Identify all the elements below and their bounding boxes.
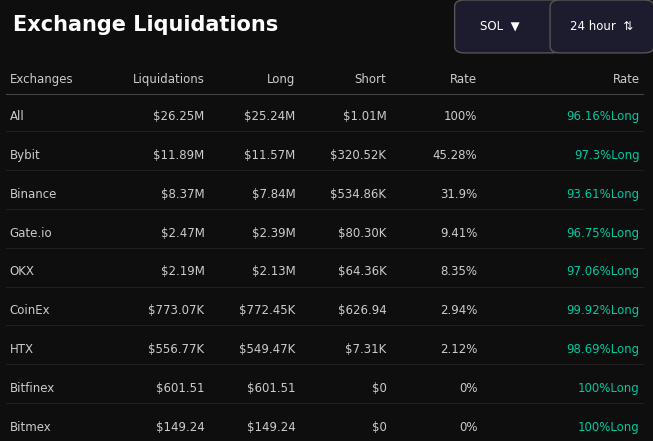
Text: $11.57M: $11.57M	[244, 149, 296, 162]
Text: 0%: 0%	[459, 382, 477, 395]
Text: $11.89M: $11.89M	[153, 149, 204, 162]
Text: 31.9%: 31.9%	[440, 188, 477, 201]
Text: $534.86K: $534.86K	[330, 188, 387, 201]
Text: $1.01M: $1.01M	[343, 110, 387, 123]
Text: HTX: HTX	[10, 343, 34, 356]
Text: Long: Long	[267, 73, 296, 86]
Text: 96.16%Long: 96.16%Long	[566, 110, 640, 123]
Text: 100%Long: 100%Long	[578, 421, 640, 434]
Text: Binance: Binance	[10, 188, 57, 201]
Text: $149.24: $149.24	[156, 421, 204, 434]
Text: CoinEx: CoinEx	[10, 304, 50, 317]
Text: $549.47K: $549.47K	[239, 343, 296, 356]
Text: 45.28%: 45.28%	[433, 149, 477, 162]
Text: $626.94: $626.94	[338, 304, 387, 317]
Text: $80.30K: $80.30K	[338, 227, 387, 239]
Text: 8.35%: 8.35%	[440, 265, 477, 278]
Text: $773.07K: $773.07K	[148, 304, 204, 317]
Text: $0: $0	[372, 421, 387, 434]
Text: 2.12%: 2.12%	[440, 343, 477, 356]
Text: $2.47M: $2.47M	[161, 227, 204, 239]
Text: Exchange Liquidations: Exchange Liquidations	[13, 15, 278, 35]
Text: $25.24M: $25.24M	[244, 110, 296, 123]
Text: $64.36K: $64.36K	[338, 265, 387, 278]
Text: $7.84M: $7.84M	[252, 188, 296, 201]
Text: OKX: OKX	[10, 265, 35, 278]
Text: Rate: Rate	[450, 73, 477, 86]
Text: 99.92%Long: 99.92%Long	[566, 304, 640, 317]
Text: 93.61%Long: 93.61%Long	[567, 188, 640, 201]
Text: $772.45K: $772.45K	[239, 304, 296, 317]
Text: $2.13M: $2.13M	[252, 265, 296, 278]
Text: Liquidations: Liquidations	[133, 73, 204, 86]
Text: 2.94%: 2.94%	[440, 304, 477, 317]
Text: Gate.io: Gate.io	[10, 227, 52, 239]
Text: All: All	[10, 110, 25, 123]
Text: 96.75%Long: 96.75%Long	[567, 227, 640, 239]
Text: 97.3%Long: 97.3%Long	[574, 149, 640, 162]
FancyBboxPatch shape	[550, 0, 653, 53]
Text: Short: Short	[355, 73, 387, 86]
Text: Bitmex: Bitmex	[10, 421, 52, 434]
Text: $8.37M: $8.37M	[161, 188, 204, 201]
Text: 24 hour  ⇅: 24 hour ⇅	[571, 20, 633, 33]
Text: $0: $0	[372, 382, 387, 395]
Text: 97.06%Long: 97.06%Long	[567, 265, 640, 278]
Text: $149.24: $149.24	[247, 421, 296, 434]
Text: 9.41%: 9.41%	[440, 227, 477, 239]
Text: $7.31K: $7.31K	[345, 343, 387, 356]
Text: Exchanges: Exchanges	[10, 73, 73, 86]
Text: $26.25M: $26.25M	[153, 110, 204, 123]
Text: 0%: 0%	[459, 421, 477, 434]
Text: 100%: 100%	[444, 110, 477, 123]
Text: $601.51: $601.51	[156, 382, 204, 395]
Text: $556.77K: $556.77K	[148, 343, 204, 356]
Text: Rate: Rate	[613, 73, 640, 86]
Text: $601.51: $601.51	[247, 382, 296, 395]
Text: $2.39M: $2.39M	[252, 227, 296, 239]
Text: $2.19M: $2.19M	[161, 265, 204, 278]
Text: Bitfinex: Bitfinex	[10, 382, 55, 395]
FancyBboxPatch shape	[454, 0, 562, 53]
Text: $320.52K: $320.52K	[330, 149, 387, 162]
Text: Bybit: Bybit	[10, 149, 40, 162]
Text: SOL  ▼: SOL ▼	[480, 20, 520, 33]
Text: 100%Long: 100%Long	[578, 382, 640, 395]
Text: 98.69%Long: 98.69%Long	[567, 343, 640, 356]
